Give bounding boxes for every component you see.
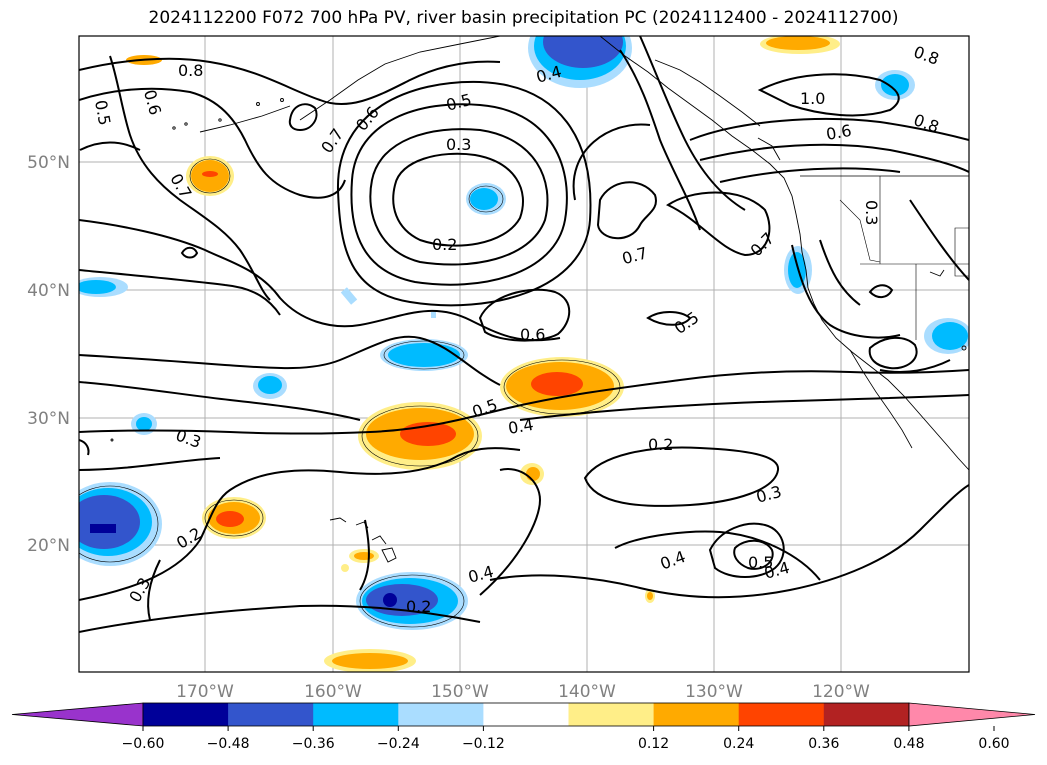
- contour-label: 0.8: [178, 61, 203, 80]
- lon-tick-label: 170°W: [176, 682, 234, 702]
- colorbar-tick-label: −0.48: [207, 736, 250, 752]
- negative-anomaly-alaska-gulf: [528, 36, 632, 88]
- colorbar-segment: [568, 703, 655, 726]
- colorbar-tick-label: −0.60: [122, 736, 165, 752]
- coastlines: [110, 36, 969, 563]
- lon-tick-label: 120°W: [812, 682, 870, 702]
- contour-label: 0.5: [748, 553, 773, 572]
- contour-label: 0.5: [91, 99, 114, 127]
- contour-label: 0.2: [648, 435, 673, 454]
- lon-tick-label: 160°W: [304, 682, 362, 702]
- colorbar: −0.60 −0.48 −0.36 −0.24 −0.12 0.12 0.24 0.36 0.4…: [11, 702, 1036, 752]
- colorbar-tick-label: −0.24: [377, 736, 420, 752]
- lon-tick-label: 140°W: [558, 682, 616, 702]
- longitude-labels: 170°W 160°W 150°W 140°W 130°W 120°W: [176, 682, 870, 702]
- colorbar-tick-label: 0.24: [723, 736, 754, 752]
- colorbar-tick-label: 0.48: [893, 736, 924, 752]
- map-panel: [79, 36, 969, 672]
- colorbar-segment: [228, 703, 314, 726]
- contour-label: 0.6: [520, 325, 545, 344]
- lon-tick-label: 130°W: [685, 682, 743, 702]
- colorbar-frame: [142, 702, 910, 727]
- contour-label: 0.2: [406, 597, 431, 616]
- contour-label: 0.3: [862, 200, 881, 225]
- colorbar-tick-label: 0.60: [978, 736, 1009, 752]
- contour-label: 0.3: [446, 135, 471, 154]
- lon-tick-label: 150°W: [431, 682, 489, 702]
- map-title: 2024112200 F072 700 hPa PV, river basin …: [148, 8, 899, 28]
- colorbar-segment: [483, 703, 569, 726]
- colorbar-tick-label: −0.12: [462, 736, 505, 752]
- gridlines: [79, 36, 969, 672]
- contour-label: 0.6: [825, 121, 853, 144]
- colorbar-extend-high: [908, 702, 1036, 727]
- colorbar-segment: [398, 703, 484, 726]
- lat-tick-label: 30°N: [27, 409, 70, 429]
- precipitation-shading: [79, 36, 969, 672]
- pv-contours: [79, 36, 969, 633]
- contour-label: 1.0: [800, 89, 825, 108]
- contour-label: 0.4: [507, 415, 535, 438]
- colorbar-extend-low: [11, 702, 144, 727]
- contour-label: 0.2: [432, 235, 457, 254]
- colorbar-segment: [738, 703, 825, 726]
- lat-tick-label: 50°N: [27, 153, 70, 173]
- colorbar-segment: [653, 703, 740, 726]
- colorbar-tick-label: 0.12: [638, 736, 669, 752]
- map-frame: [78, 35, 970, 673]
- latitude-labels: 50°N 40°N 30°N 20°N: [27, 153, 70, 556]
- lat-tick-label: 40°N: [27, 281, 70, 301]
- colorbar-segment: [823, 703, 910, 726]
- colorbar-tick-label: 0.36: [808, 736, 839, 752]
- colorbar-tick-label: −0.36: [292, 736, 335, 752]
- colorbar-segment: [313, 703, 399, 726]
- lat-tick-label: 20°N: [27, 536, 70, 556]
- shading-outlines: [79, 158, 621, 628]
- colorbar-segment: [143, 703, 229, 726]
